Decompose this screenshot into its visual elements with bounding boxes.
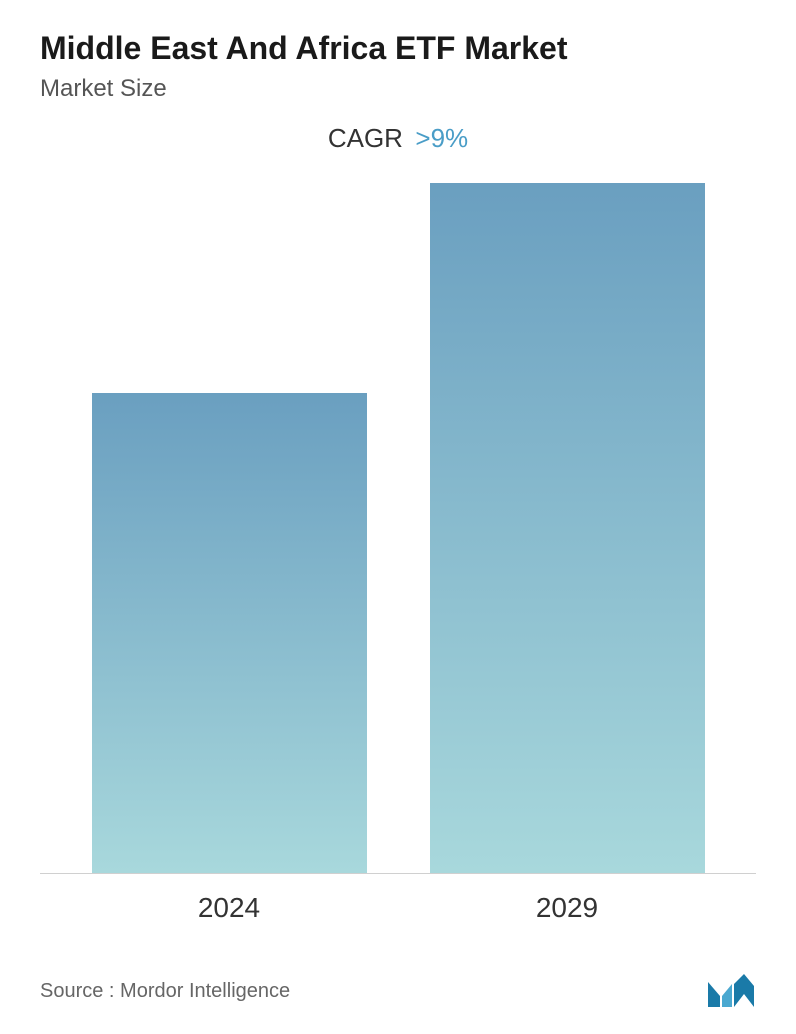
cagr-label: CAGR: [328, 123, 403, 153]
cagr-annotation: CAGR >9%: [40, 123, 756, 154]
cagr-value: >9%: [415, 123, 468, 153]
chart-container: Middle East And Africa ETF Market Market…: [0, 0, 796, 1034]
chart-footer: Source : Mordor Intelligence: [40, 974, 756, 1009]
source-attribution: Source : Mordor Intelligence: [40, 980, 290, 1003]
bar-fill: [92, 393, 367, 873]
bar-chart-area: [40, 184, 756, 874]
bar-2029: [430, 183, 705, 873]
bar-fill: [430, 183, 705, 873]
x-label-1: 2029: [430, 892, 705, 924]
x-label-0: 2024: [92, 892, 367, 924]
bar-2024: [92, 393, 367, 873]
mordor-logo-icon: [706, 974, 756, 1009]
x-axis-labels: 2024 2029: [40, 874, 756, 924]
chart-title: Middle East And Africa ETF Market: [40, 30, 756, 67]
chart-subtitle: Market Size: [40, 75, 756, 103]
